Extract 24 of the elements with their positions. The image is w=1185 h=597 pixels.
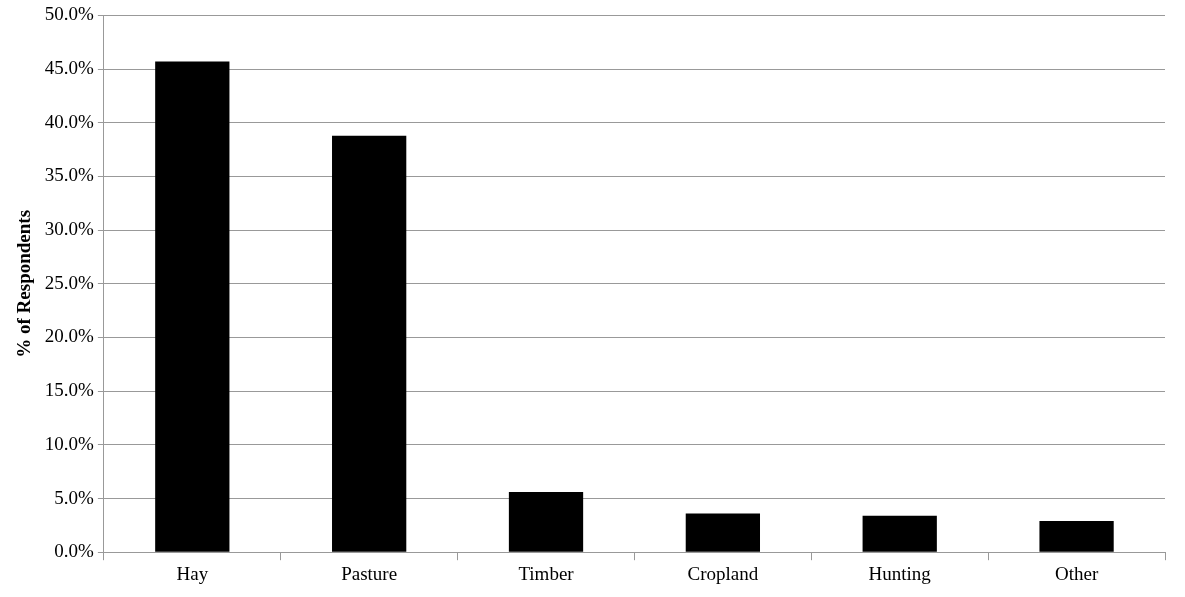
y-tick-label: 25.0% bbox=[44, 271, 95, 293]
x-tick-label: Hay bbox=[176, 562, 209, 584]
x-tick-label: Hunting bbox=[868, 562, 932, 584]
bar bbox=[508, 492, 584, 552]
y-tick-label: 10.0% bbox=[44, 432, 95, 454]
bar bbox=[862, 515, 937, 552]
x-tick-label: Timber bbox=[518, 562, 575, 584]
y-tick-label: 20.0% bbox=[44, 325, 95, 347]
y-tick-label: 30.0% bbox=[44, 218, 95, 240]
y-tick-label: 0.0% bbox=[54, 540, 95, 562]
y-tick-label: 40.0% bbox=[44, 110, 95, 132]
bar bbox=[155, 61, 230, 552]
x-tick-label: Other bbox=[1054, 562, 1099, 584]
bar bbox=[332, 135, 407, 552]
x-tick-label: Cropland bbox=[687, 562, 759, 584]
y-tick-label: 15.0% bbox=[44, 379, 95, 401]
y-tick-label: 35.0% bbox=[44, 164, 95, 186]
bar bbox=[1039, 521, 1114, 552]
y-axis-title: % of Respondents bbox=[13, 209, 35, 358]
y-tick-label: 45.0% bbox=[44, 57, 95, 79]
bar bbox=[685, 513, 761, 552]
y-tick-label: 5.0% bbox=[54, 486, 95, 508]
x-tick-label: Pasture bbox=[341, 562, 398, 584]
y-tick-label: 50.0% bbox=[44, 3, 95, 25]
